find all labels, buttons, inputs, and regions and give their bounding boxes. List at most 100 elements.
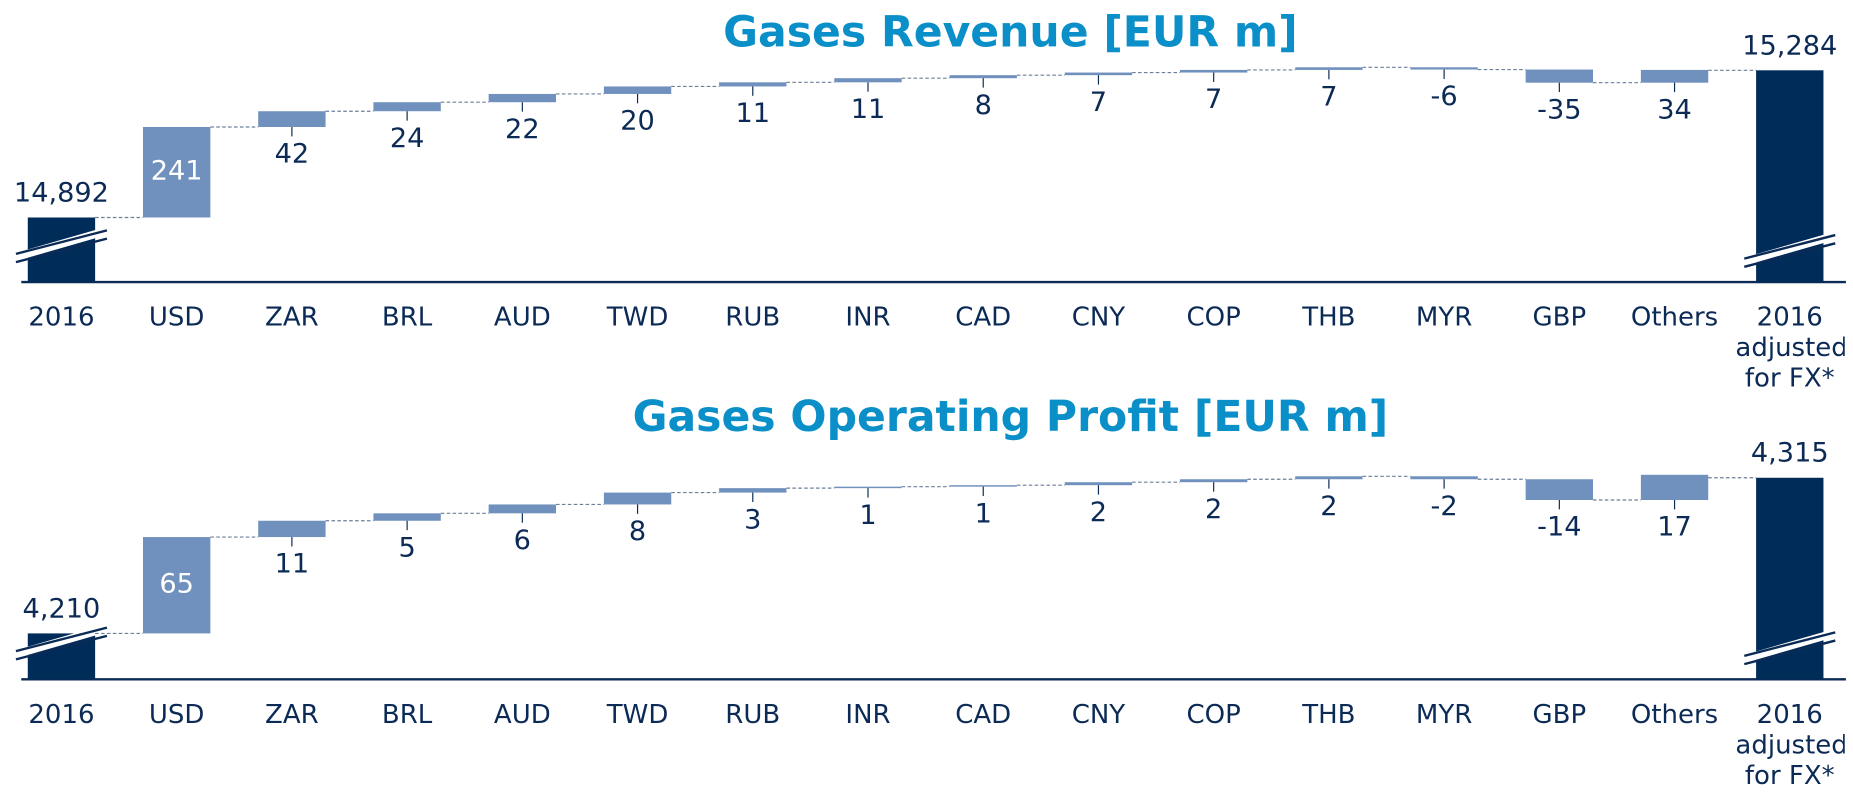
x-label-box: CNY [1072, 701, 1125, 730]
bar [1179, 69, 1248, 73]
bar [258, 520, 326, 538]
data-label: 17 [1657, 512, 1692, 543]
axis-break-line [15, 634, 108, 661]
bar [142, 126, 211, 218]
x-label-box: 2016 [28, 700, 95, 730]
data-label: -14 [1537, 512, 1581, 543]
x-tick-label: TWD [606, 303, 669, 333]
data-label: 7 [1205, 84, 1222, 115]
x-tick-label: CAD [955, 303, 1012, 333]
x-label-box: COP [1186, 303, 1241, 333]
x-tick-label: THB [1302, 303, 1356, 333]
axis-break-line [1743, 233, 1836, 260]
bar [1295, 476, 1363, 480]
data-label: 2 [1090, 497, 1107, 528]
bar [1410, 476, 1478, 480]
data-label: -35 [1537, 94, 1581, 125]
x-tick-label: GBP [1532, 700, 1587, 730]
data-label: 241 [151, 156, 203, 187]
x-tick-label: COP [1186, 700, 1241, 730]
x-tick-label: USD [148, 700, 205, 730]
data-label: 11 [735, 98, 770, 129]
x-tick-label: 2016 adjusted for FX* [1735, 700, 1845, 792]
data-label: 42 [275, 139, 310, 170]
x-label-box: CNY [1071, 303, 1126, 333]
bar [1179, 479, 1248, 483]
data-label: 3 [744, 504, 761, 535]
bar [373, 513, 441, 521]
x-tick-label: ZAR [265, 303, 319, 333]
data-label: 5 [398, 533, 415, 564]
x-label-box: THB [1302, 303, 1356, 333]
data-label: 1 [859, 500, 876, 531]
bar [142, 537, 211, 634]
x-tick-label: 2016 [28, 303, 95, 333]
data-label: 34 [1657, 94, 1692, 125]
x-label-box: MYR [1415, 303, 1473, 333]
data-label: 8 [975, 90, 992, 121]
x-label-box: MYR [1415, 700, 1473, 730]
data-label: 8 [629, 516, 646, 547]
x-tick-label: COP [1186, 303, 1241, 333]
bar [1640, 474, 1709, 501]
bar [488, 504, 557, 514]
x-tick-label: AUD [493, 303, 551, 333]
bar [603, 86, 672, 94]
x-tick-label: BRL [381, 700, 433, 730]
data-label: 24 [390, 123, 425, 154]
x-label-box: Others [1631, 701, 1718, 730]
x-tick-label: BRL [381, 303, 433, 333]
x-label-box: BRL [381, 303, 433, 333]
x-tick-label: CAD [955, 700, 1012, 730]
data-label: 11 [851, 94, 886, 125]
data-label: 20 [620, 106, 655, 137]
bar [1295, 67, 1363, 70]
x-tick-label: INR [845, 303, 891, 333]
x-label-box: TWD [606, 303, 669, 333]
x-label-box: ZAR [265, 303, 319, 333]
x-label-box: COP [1186, 700, 1241, 730]
bar [488, 93, 557, 103]
data-label: -6 [1431, 81, 1458, 112]
chart-title: Gases Operating Profit [EUR m] [633, 393, 1389, 442]
x-label-box: 2016 [28, 303, 95, 333]
x-tick-label: RUB [725, 700, 781, 730]
bar [1525, 69, 1594, 83]
data-label: 2 [1320, 491, 1337, 522]
x-label-box: CAD [955, 700, 1012, 730]
x-label-box: GBP [1532, 303, 1586, 332]
x-label-box: TWD [606, 700, 669, 730]
data-label: 2 [1205, 494, 1222, 525]
x-label-box: BRL [381, 700, 433, 730]
data-label: -2 [1431, 491, 1458, 522]
x-label-box: CAD [955, 303, 1012, 333]
data-label: 4,210 [23, 593, 101, 624]
x-label-box: AUD [493, 700, 551, 730]
data-label: 7 [1090, 87, 1107, 118]
x-label-box: 2016 adjusted for FX* [1735, 303, 1845, 394]
axis-break-line [1743, 242, 1836, 268]
data-label: 22 [505, 114, 540, 145]
axis-break-line [15, 237, 108, 264]
x-label-box: ZAR [265, 700, 319, 730]
x-label-box: USD [149, 303, 205, 332]
axis-break-line [1743, 631, 1836, 657]
data-label: 15,284 [1742, 30, 1837, 61]
x-tick-label: TWD [606, 700, 669, 730]
x-label-box: AUD [493, 303, 551, 333]
x-tick-label: RUB [725, 303, 781, 333]
x-tick-label: 2016 [28, 700, 95, 730]
x-tick-label: 2016 adjusted for FX* [1735, 303, 1845, 394]
x-tick-label: AUD [493, 700, 551, 730]
x-tick-label: INR [845, 700, 891, 730]
x-label-box: RUB [725, 700, 781, 730]
x-tick-label: MYR [1415, 700, 1473, 730]
x-tick-label: MYR [1415, 303, 1473, 333]
data-label: 7 [1320, 82, 1337, 113]
x-tick-label: CNY [1071, 303, 1126, 333]
x-label-box: INR [845, 303, 891, 333]
bar [1410, 67, 1478, 70]
data-label: 1 [975, 498, 992, 529]
x-tick-label: ZAR [265, 700, 319, 730]
